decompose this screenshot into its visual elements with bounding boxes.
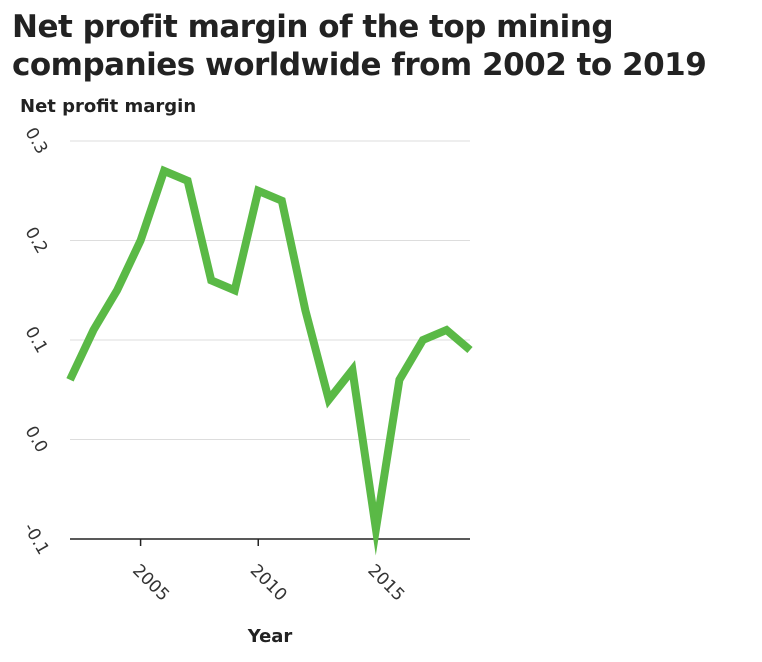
x-axis-label-text: Year bbox=[247, 626, 293, 647]
y-tick-label: -0.1 bbox=[19, 520, 53, 559]
y-tick-label: 0.2 bbox=[21, 224, 52, 257]
y-tick-label: 0.0 bbox=[21, 423, 52, 456]
x-tick-label: 2010 bbox=[246, 561, 291, 606]
y-tick-label: 0.1 bbox=[21, 323, 52, 356]
series-layer bbox=[66, 165, 473, 556]
axis-layer bbox=[70, 538, 470, 546]
series-line bbox=[66, 165, 473, 556]
x-tick-label: 2005 bbox=[128, 561, 173, 606]
x-tick-label: 2015 bbox=[364, 561, 409, 606]
chart-title: Net profit margin of the top mining comp… bbox=[12, 9, 707, 83]
grid-layer bbox=[70, 140, 470, 440]
y-axis-label: Net profit margin bbox=[20, 96, 197, 117]
y-tick-label: 0.3 bbox=[21, 124, 52, 157]
